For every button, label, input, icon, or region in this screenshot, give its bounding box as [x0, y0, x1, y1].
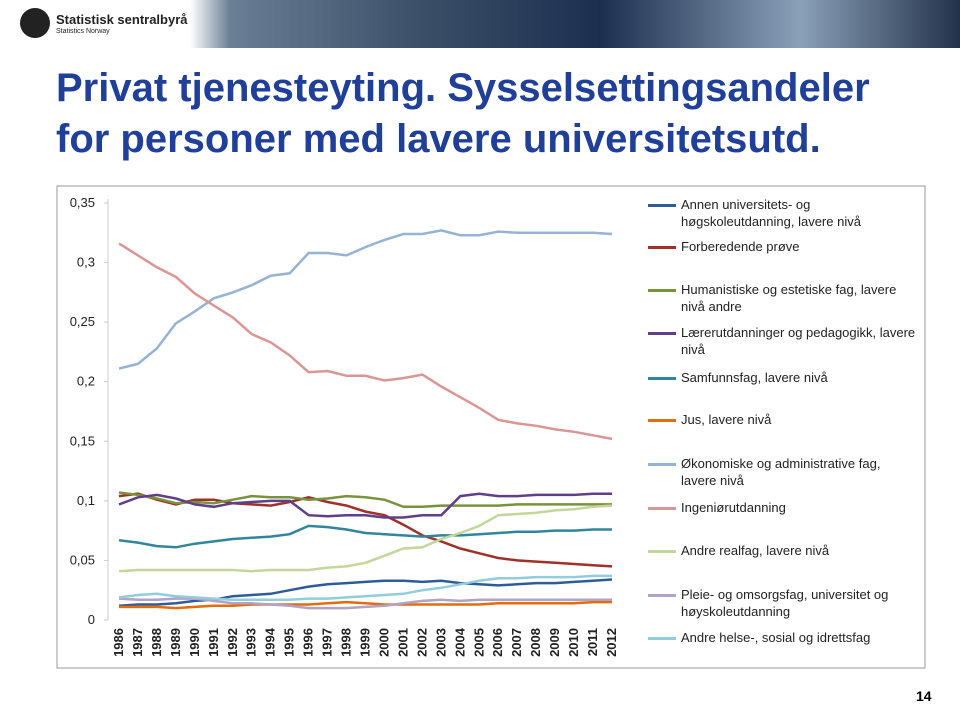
legend-label: Samfunnsfag, lavere nivå — [681, 370, 828, 385]
legend-swatch — [648, 246, 676, 249]
x-tick-label: 1996 — [301, 628, 316, 657]
x-tick-label: 2004 — [452, 627, 467, 657]
legend-label: Ingeniørutdanning — [681, 500, 786, 515]
x-tick-label: 1989 — [168, 628, 183, 657]
y-tick-label: 0,2 — [77, 374, 95, 389]
legend-swatch — [648, 289, 676, 292]
x-tick-label: 1986 — [111, 628, 126, 657]
slide-title: for personer med lavere universitetsutd. — [56, 117, 821, 161]
x-tick-label: 1993 — [244, 628, 259, 657]
x-tick-label: 1987 — [130, 628, 145, 657]
legend-swatch — [648, 419, 676, 422]
series-line — [119, 600, 612, 610]
y-tick-label: 0,05 — [70, 552, 95, 567]
x-tick-label: 2012 — [604, 628, 619, 657]
series-line — [118, 492, 613, 568]
x-tick-label: 2000 — [376, 628, 391, 657]
legend-swatch — [648, 594, 676, 597]
legend-swatch — [648, 204, 676, 207]
slide-title: Privat tjenesteyting. Sysselsettingsande… — [56, 66, 870, 110]
y-tick-label: 0,3 — [77, 255, 95, 270]
x-tick-label: 2005 — [471, 628, 486, 657]
legend-swatch — [648, 550, 676, 553]
y-tick-label: 0 — [88, 612, 95, 627]
legend-label: Andre realfag, lavere nivå — [681, 543, 830, 558]
x-tick-label: 2011 — [585, 628, 600, 656]
chart-frame — [56, 185, 926, 669]
x-tick-label: 1988 — [149, 628, 164, 657]
x-tick-label: 1991 — [206, 628, 221, 657]
legend-swatch — [648, 463, 676, 466]
x-tick-label: 2010 — [566, 628, 581, 657]
x-tick-label: 1995 — [282, 628, 297, 657]
x-tick-label: 2008 — [528, 628, 543, 657]
x-tick-label: 1999 — [358, 628, 373, 657]
series-line — [118, 229, 613, 370]
x-tick-label: 1990 — [187, 628, 202, 657]
x-tick-label: 1998 — [339, 628, 354, 657]
legend-label: Jus, lavere nivå — [681, 412, 772, 427]
y-tick-label: 0,1 — [77, 493, 95, 508]
legend-label: Andre helse-, sosial og idrettsfag — [681, 630, 871, 645]
series-line — [118, 524, 612, 549]
series-line — [118, 491, 612, 509]
banner: Statistisk sentralbyrå Statistics Norway — [0, 0, 960, 48]
legend-swatch — [648, 377, 676, 380]
legend-label: Økonomiske og administrative fag, lavere… — [681, 456, 881, 488]
legend-swatch — [648, 507, 676, 510]
page-number: 14 — [916, 688, 932, 704]
series-line — [118, 574, 612, 601]
x-tick-label: 1992 — [225, 628, 240, 657]
legend-swatch — [648, 637, 676, 640]
x-tick-label: 1994 — [263, 627, 278, 657]
org-name-en: Statistics Norway — [56, 28, 110, 35]
legend-swatch — [648, 332, 676, 335]
x-tick-label: 2009 — [547, 628, 562, 657]
legend-label: Humanistiske og estetiske fag, lavere ni… — [681, 282, 897, 314]
logo — [20, 8, 50, 38]
legend-label: Pleie- og omsorgsfag, universitet og høy… — [681, 587, 889, 619]
legend-label: Forberedende prøve — [681, 239, 800, 254]
series-line — [118, 504, 613, 573]
y-tick-label: 0,25 — [70, 314, 95, 329]
org-name: Statistisk sentralbyrå — [56, 12, 188, 27]
series-line — [118, 242, 613, 441]
x-tick-label: 2002 — [414, 628, 429, 657]
y-tick-label: 0,15 — [70, 433, 95, 448]
y-tick-label: 0,35 — [70, 195, 95, 210]
x-tick-label: 2006 — [490, 628, 505, 657]
x-tick-label: 2001 — [395, 628, 410, 657]
x-tick-label: 2003 — [433, 628, 448, 657]
x-tick-label: 2007 — [509, 628, 524, 657]
legend-label: Annen universitets- og høgskoleutdanning… — [681, 197, 861, 229]
x-tick-label: 1997 — [320, 628, 335, 657]
series-line — [118, 492, 612, 519]
legend-label: Lærerutdanninger og pedagogikk, lavere n… — [681, 325, 916, 357]
series-line — [118, 597, 612, 610]
